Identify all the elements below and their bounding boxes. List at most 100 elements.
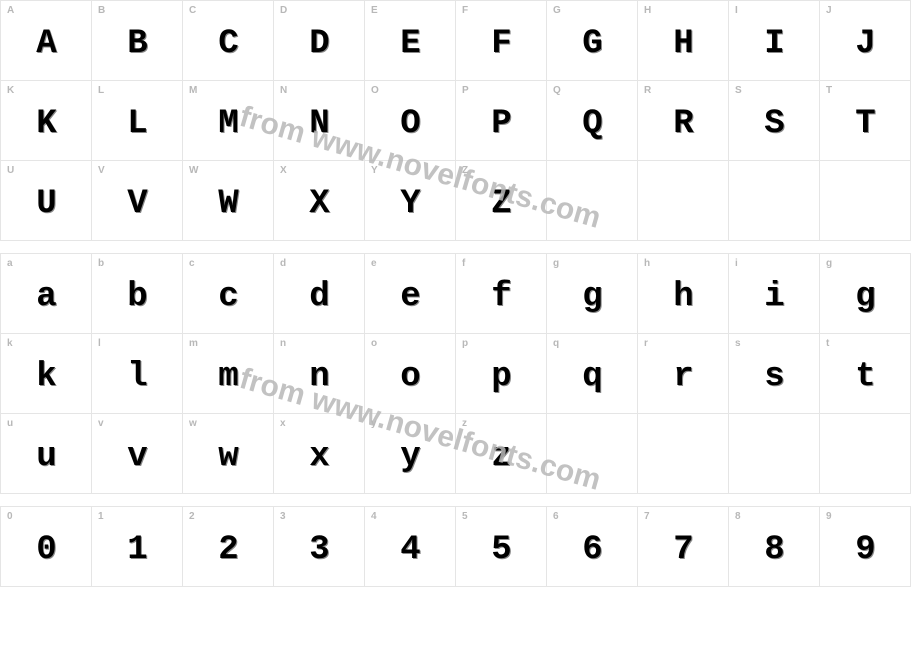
- cell-glyph: D: [309, 25, 328, 63]
- glyph-cell: ee: [365, 254, 456, 334]
- cell-label: 7: [644, 511, 650, 522]
- cell-label: 2: [189, 511, 195, 522]
- cell-label: y: [371, 418, 377, 429]
- cell-glyph: E: [400, 25, 419, 63]
- cell-glyph: 9: [855, 531, 874, 569]
- cell-label: u: [7, 418, 13, 429]
- cell-glyph: V: [127, 185, 146, 223]
- cell-glyph: r: [673, 358, 692, 396]
- cell-glyph: R: [673, 105, 692, 143]
- glyph-cell: TT: [820, 81, 911, 161]
- glyph-cell: PP: [456, 81, 547, 161]
- cell-label: i: [735, 258, 738, 269]
- glyph-cell: 00: [1, 507, 92, 587]
- cell-glyph: A: [36, 25, 55, 63]
- glyph-cell: zz: [456, 414, 547, 494]
- cell-glyph: Z: [491, 185, 510, 223]
- glyph-cell: 33: [274, 507, 365, 587]
- glyph-cell: II: [729, 1, 820, 81]
- glyph-cell: ll: [92, 334, 183, 414]
- cell-label: e: [371, 258, 377, 269]
- glyph-cell: ff: [456, 254, 547, 334]
- cell-glyph: O: [400, 105, 419, 143]
- glyph-cell: CC: [183, 1, 274, 81]
- glyph-cell: 99: [820, 507, 911, 587]
- cell-label: n: [280, 338, 286, 349]
- glyph-cell: ww: [183, 414, 274, 494]
- cell-glyph: H: [673, 25, 692, 63]
- cell-glyph: N: [309, 105, 328, 143]
- cell-glyph: w: [218, 438, 237, 476]
- glyph-cell: gg: [820, 254, 911, 334]
- glyph-cell: SS: [729, 81, 820, 161]
- cell-label: G: [553, 5, 561, 16]
- glyph-cell: uu: [1, 414, 92, 494]
- cell-glyph: 7: [673, 531, 692, 569]
- cell-label: 5: [462, 511, 468, 522]
- cell-label: q: [553, 338, 559, 349]
- cell-glyph: g: [855, 278, 874, 316]
- cell-label: z: [462, 418, 467, 429]
- glyph-cell: 88: [729, 507, 820, 587]
- cell-label: H: [644, 5, 651, 16]
- cell-label: 6: [553, 511, 559, 522]
- cell-label: M: [189, 85, 197, 96]
- cell-label: I: [735, 5, 738, 16]
- cell-glyph: F: [491, 25, 510, 63]
- glyph-cell: [638, 414, 729, 494]
- cell-glyph: o: [400, 358, 419, 396]
- cell-glyph: t: [855, 358, 874, 396]
- cell-glyph: q: [582, 358, 601, 396]
- glyph-cell: OO: [365, 81, 456, 161]
- glyph-cell: AA: [1, 1, 92, 81]
- glyph-cell: xx: [274, 414, 365, 494]
- cell-label: m: [189, 338, 198, 349]
- cell-label: T: [826, 85, 832, 96]
- glyph-cell: ii: [729, 254, 820, 334]
- cell-label: U: [7, 165, 14, 176]
- cell-glyph: J: [855, 25, 874, 63]
- glyph-cell: nn: [274, 334, 365, 414]
- cell-label: d: [280, 258, 286, 269]
- glyph-cell: vv: [92, 414, 183, 494]
- cell-glyph: Y: [400, 185, 419, 223]
- glyph-cell: DD: [274, 1, 365, 81]
- glyph-cell: [547, 161, 638, 241]
- cell-label: 4: [371, 511, 377, 522]
- cell-glyph: h: [673, 278, 692, 316]
- cell-label: 8: [735, 511, 741, 522]
- cell-glyph: L: [127, 105, 146, 143]
- cell-label: x: [280, 418, 286, 429]
- glyph-cell: 44: [365, 507, 456, 587]
- font-character-map: AABBCCDDEEFFGGHHIIJJKKLLMMNNOOPPQQRRSSTT…: [0, 0, 911, 587]
- cell-label: a: [7, 258, 13, 269]
- cell-glyph: n: [309, 358, 328, 396]
- glyph-cell: oo: [365, 334, 456, 414]
- glyph-cell: ZZ: [456, 161, 547, 241]
- cell-glyph: 1: [127, 531, 146, 569]
- glyph-cell: cc: [183, 254, 274, 334]
- glyph-cell: LL: [92, 81, 183, 161]
- cell-label: F: [462, 5, 468, 16]
- cell-label: b: [98, 258, 104, 269]
- glyph-cell: hh: [638, 254, 729, 334]
- cell-glyph: 2: [218, 531, 237, 569]
- cell-label: N: [280, 85, 287, 96]
- cell-label: K: [7, 85, 14, 96]
- glyph-cell: [638, 161, 729, 241]
- cell-label: 0: [7, 511, 13, 522]
- cell-glyph: 0: [36, 531, 55, 569]
- glyph-cell: EE: [365, 1, 456, 81]
- cell-label: A: [7, 5, 14, 16]
- cell-label: P: [462, 85, 469, 96]
- cell-label: p: [462, 338, 468, 349]
- cell-glyph: a: [36, 278, 55, 316]
- cell-label: Y: [371, 165, 378, 176]
- cell-label: r: [644, 338, 648, 349]
- cell-label: k: [7, 338, 13, 349]
- cell-glyph: 8: [764, 531, 783, 569]
- cell-label: s: [735, 338, 741, 349]
- cell-glyph: p: [491, 358, 510, 396]
- cell-label: t: [826, 338, 829, 349]
- glyph-cell: YY: [365, 161, 456, 241]
